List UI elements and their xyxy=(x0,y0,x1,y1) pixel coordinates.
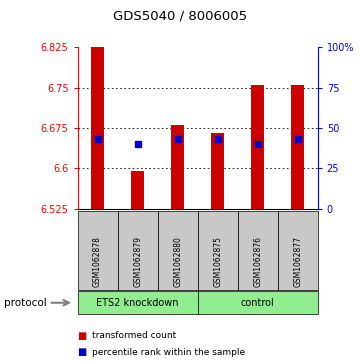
Text: percentile rank within the sample: percentile rank within the sample xyxy=(92,348,245,356)
Bar xyxy=(171,125,184,209)
Bar xyxy=(251,85,264,209)
Bar xyxy=(91,47,104,209)
Bar xyxy=(131,171,144,209)
Text: GSM1062878: GSM1062878 xyxy=(93,236,102,287)
Text: ■: ■ xyxy=(78,347,87,357)
Text: GSM1062879: GSM1062879 xyxy=(133,236,142,287)
Text: ■: ■ xyxy=(78,331,87,341)
Bar xyxy=(211,133,224,209)
Text: GSM1062880: GSM1062880 xyxy=(173,236,182,287)
Text: GDS5040 / 8006005: GDS5040 / 8006005 xyxy=(113,9,248,22)
Bar xyxy=(291,85,304,209)
Text: protocol: protocol xyxy=(4,298,46,308)
Text: GSM1062876: GSM1062876 xyxy=(253,236,262,287)
Text: GSM1062877: GSM1062877 xyxy=(293,236,302,287)
Text: control: control xyxy=(241,298,274,308)
Text: transformed count: transformed count xyxy=(92,331,176,340)
Text: ETS2 knockdown: ETS2 knockdown xyxy=(96,298,179,308)
Text: GSM1062875: GSM1062875 xyxy=(213,236,222,287)
